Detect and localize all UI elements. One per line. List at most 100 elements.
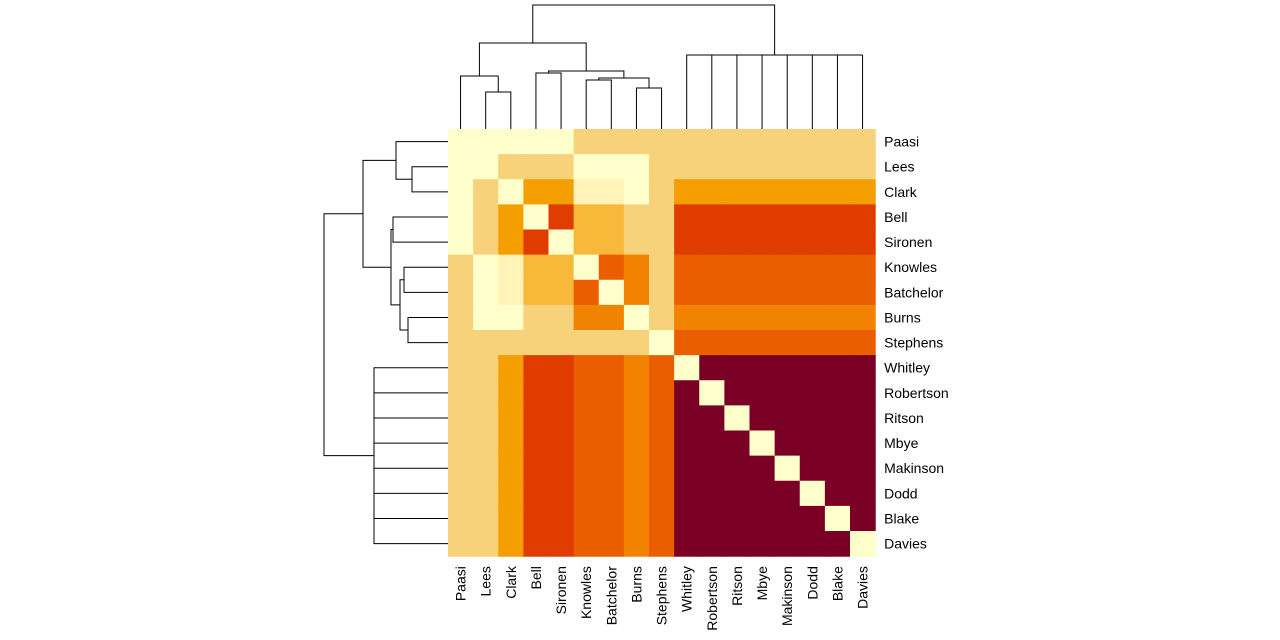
heatmap-cell-clark-mbye: [749, 179, 776, 205]
heatmap-cell-batchelor-ritson: [724, 279, 751, 306]
heatmap-cell-whitley-bell: [523, 355, 550, 381]
heatmap-cell-lees-lees: [473, 154, 499, 180]
heatmap-cell-robertson-burns: [623, 380, 650, 406]
heatmap-cell-mbye-burns: [623, 430, 650, 457]
column-label-lees: Lees: [478, 566, 494, 596]
heatmap-cell-paasi-burns: [623, 129, 650, 155]
heatmap-cell-robertson-knowles: [573, 380, 600, 406]
heatmap-cell-sironen-sironen: [548, 229, 575, 256]
heatmap-cell-dodd-robertson: [699, 480, 725, 507]
row-dendrogram: [323, 141, 448, 545]
heatmap-cell-makinson-batchelor: [598, 455, 625, 482]
column-label-burns: Burns: [628, 566, 644, 603]
heatmap-cell-whitley-stephens: [649, 355, 675, 381]
heatmap-cell-lees-knowles: [573, 154, 600, 180]
heatmap-cell-lees-bell: [523, 154, 550, 180]
heatmap-cell-sironen-stephens: [649, 229, 675, 256]
heatmap-cell-bell-batchelor: [598, 204, 625, 231]
heatmap-cell-mbye-sironen: [548, 430, 575, 457]
column-label-mbye: Mbye: [754, 566, 770, 600]
heatmap-cell-burns-davies: [850, 304, 876, 331]
heatmap-cell-burns-ritson: [724, 304, 751, 331]
heatmap-cell-whitley-mbye: [749, 355, 776, 381]
heatmap-cell-batchelor-bell: [523, 279, 550, 306]
row-dendrogram-branch: [390, 229, 400, 306]
heatmap-cell-knowles-lees: [473, 254, 499, 281]
heatmap-cell-ritson-ritson: [724, 405, 751, 432]
heatmap-cell-stephens-blake: [824, 330, 851, 356]
heatmap-cell-davies-stephens: [649, 531, 675, 557]
heatmap-cell-dodd-davies: [850, 480, 876, 507]
heatmap-cell-makinson-stephens: [649, 455, 675, 482]
heatmap-cell-batchelor-mbye: [749, 279, 776, 306]
heatmap-cell-stephens-bell: [523, 330, 550, 356]
heatmap-cell-paasi-bell: [523, 129, 550, 155]
heatmap-cell-davies-clark: [498, 531, 524, 557]
heatmap-cell-sironen-robertson: [699, 229, 725, 256]
heatmap-cell-knowles-burns: [623, 254, 650, 281]
heatmap-cell-robertson-paasi: [448, 380, 474, 406]
heatmap-cell-lees-mbye: [749, 154, 776, 180]
heatmap-cell-robertson-clark: [498, 380, 524, 406]
heatmap-cell-blake-davies: [850, 505, 876, 532]
heatmap-cell-robertson-blake: [824, 380, 851, 406]
heatmap-cell-mbye-whitley: [674, 430, 700, 457]
heatmap-cell-clark-dodd: [799, 179, 826, 205]
heatmap-cell-clark-lees: [473, 179, 499, 205]
row-label-whitley: Whitley: [884, 360, 930, 376]
column-label-paasi: Paasi: [453, 566, 469, 601]
heatmap-cell-bell-paasi: [448, 204, 474, 231]
heatmap-cell-bell-burns: [623, 204, 650, 231]
heatmap-cell-whitley-batchelor: [598, 355, 625, 381]
heatmap-cell-blake-makinson: [774, 505, 801, 532]
heatmap-cell-knowles-sironen: [548, 254, 575, 281]
heatmap-cell-knowles-batchelor: [598, 254, 625, 281]
heatmap-cell-stephens-knowles: [573, 330, 600, 356]
heatmap-cell-knowles-dodd: [799, 254, 826, 281]
heatmap-cell-knowles-knowles: [573, 254, 600, 281]
heatmap-cell-blake-robertson: [699, 505, 725, 532]
heatmap-cell-blake-burns: [623, 505, 650, 532]
heatmap-cell-ritson-stephens: [649, 405, 675, 432]
row-label-batchelor: Batchelor: [884, 284, 943, 300]
heatmap-cell-bell-makinson: [774, 204, 801, 231]
heatmap-cell-stephens-batchelor: [598, 330, 625, 356]
row-label-davies: Davies: [884, 536, 927, 552]
heatmap-cell-mbye-clark: [498, 430, 524, 457]
heatmap-cell-bell-mbye: [749, 204, 776, 231]
heatmap-cell-mbye-batchelor: [598, 430, 625, 457]
row-dendrogram-branch: [403, 266, 448, 293]
heatmap-cell-knowles-mbye: [749, 254, 776, 281]
heatmap-cell-sironen-ritson: [724, 229, 751, 256]
row-dendrogram-branch: [407, 316, 448, 344]
heatmap-cell-burns-dodd: [799, 304, 826, 331]
heatmap-cell-batchelor-stephens: [649, 279, 675, 306]
heatmap-cell-makinson-robertson: [699, 455, 725, 482]
heatmap-cell-stephens-sironen: [548, 330, 575, 356]
row-dendrogram-branch: [392, 216, 448, 243]
heatmap-cell-knowles-paasi: [448, 254, 474, 281]
heatmap-cell-lees-batchelor: [598, 154, 625, 180]
heatmap-cell-mbye-bell: [523, 430, 550, 457]
heatmap-cell-dodd-batchelor: [598, 480, 625, 507]
heatmap-cell-davies-makinson: [774, 531, 801, 557]
heatmap-cell-davies-robertson: [699, 531, 725, 557]
heatmap-cell-batchelor-whitley: [674, 279, 700, 306]
heatmap-cell-makinson-davies: [850, 455, 876, 482]
heatmap-cell-sironen-batchelor: [598, 229, 625, 256]
heatmap-cell-bell-knowles: [573, 204, 600, 231]
heatmap-cell-dodd-burns: [623, 480, 650, 507]
heatmap-cell-sironen-bell: [523, 229, 550, 256]
heatmap-cell-ritson-dodd: [799, 405, 826, 432]
heatmap-cell-makinson-whitley: [674, 455, 700, 482]
heatmap-cell-knowles-clark: [498, 254, 524, 281]
heatmap-cell-dodd-paasi: [448, 480, 474, 507]
row-label-dodd: Dodd: [884, 485, 917, 501]
heatmap-cell-bell-whitley: [674, 204, 700, 231]
heatmap-cell-makinson-burns: [623, 455, 650, 482]
heatmap-cell-stephens-whitley: [674, 330, 700, 356]
column-label-robertson: Robertson: [704, 566, 720, 631]
heatmap-cell-davies-paasi: [448, 531, 474, 557]
heatmap-cell-stephens-robertson: [699, 330, 725, 356]
heatmap-cell-mbye-knowles: [573, 430, 600, 457]
